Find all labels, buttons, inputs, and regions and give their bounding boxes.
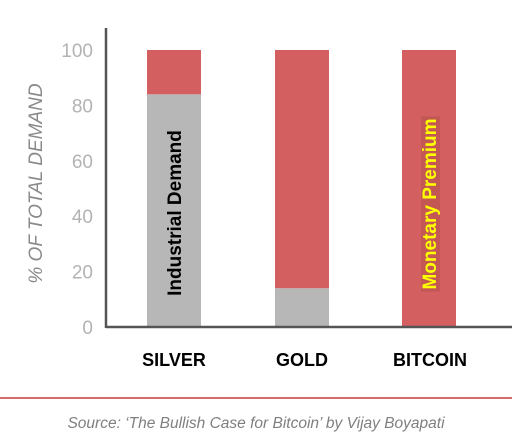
annotation-monetary-word: Monetary: [420, 200, 441, 290]
category-label-gold: GOLD: [276, 350, 328, 370]
bar-industrial-demand-silver: [147, 94, 201, 327]
bars: [147, 50, 456, 327]
y-tick-label: 80: [72, 96, 93, 117]
bar-annotations: Industrial Demand Monetary Premium: [165, 116, 441, 296]
bar-monetary-premium-silver: [147, 50, 201, 95]
annotation-monetary-premium-text: Monetary Premium: [420, 118, 441, 289]
y-axis-ticks: 0 20 40 60 80 100: [61, 41, 93, 339]
annotation-premium-word: Premium: [420, 118, 441, 199]
y-tick-label: 100: [61, 41, 93, 62]
category-label-bitcoin: BITCOIN: [393, 350, 467, 370]
bar-industrial-demand-gold: [275, 288, 329, 327]
annotation-highlight-box: [421, 116, 440, 292]
y-tick-label: 40: [72, 207, 93, 228]
category-label-silver: SILVER: [142, 350, 206, 370]
source-caption: Source: ‘The Bullish Case for Bitcoin’ b…: [67, 415, 445, 432]
annotation-monetary-premium: Monetary Premium: [420, 116, 441, 292]
y-tick-label: 20: [72, 263, 93, 284]
y-axis-label: % OF TOTAL DEMAND: [26, 83, 47, 284]
category-labels: SILVER GOLD BITCOIN: [142, 350, 467, 370]
bar-monetary-premium-gold: [275, 50, 329, 289]
annotation-industrial-demand: Industrial Demand: [165, 130, 186, 296]
y-tick-label: 0: [82, 318, 93, 339]
y-tick-label: 60: [72, 152, 93, 173]
